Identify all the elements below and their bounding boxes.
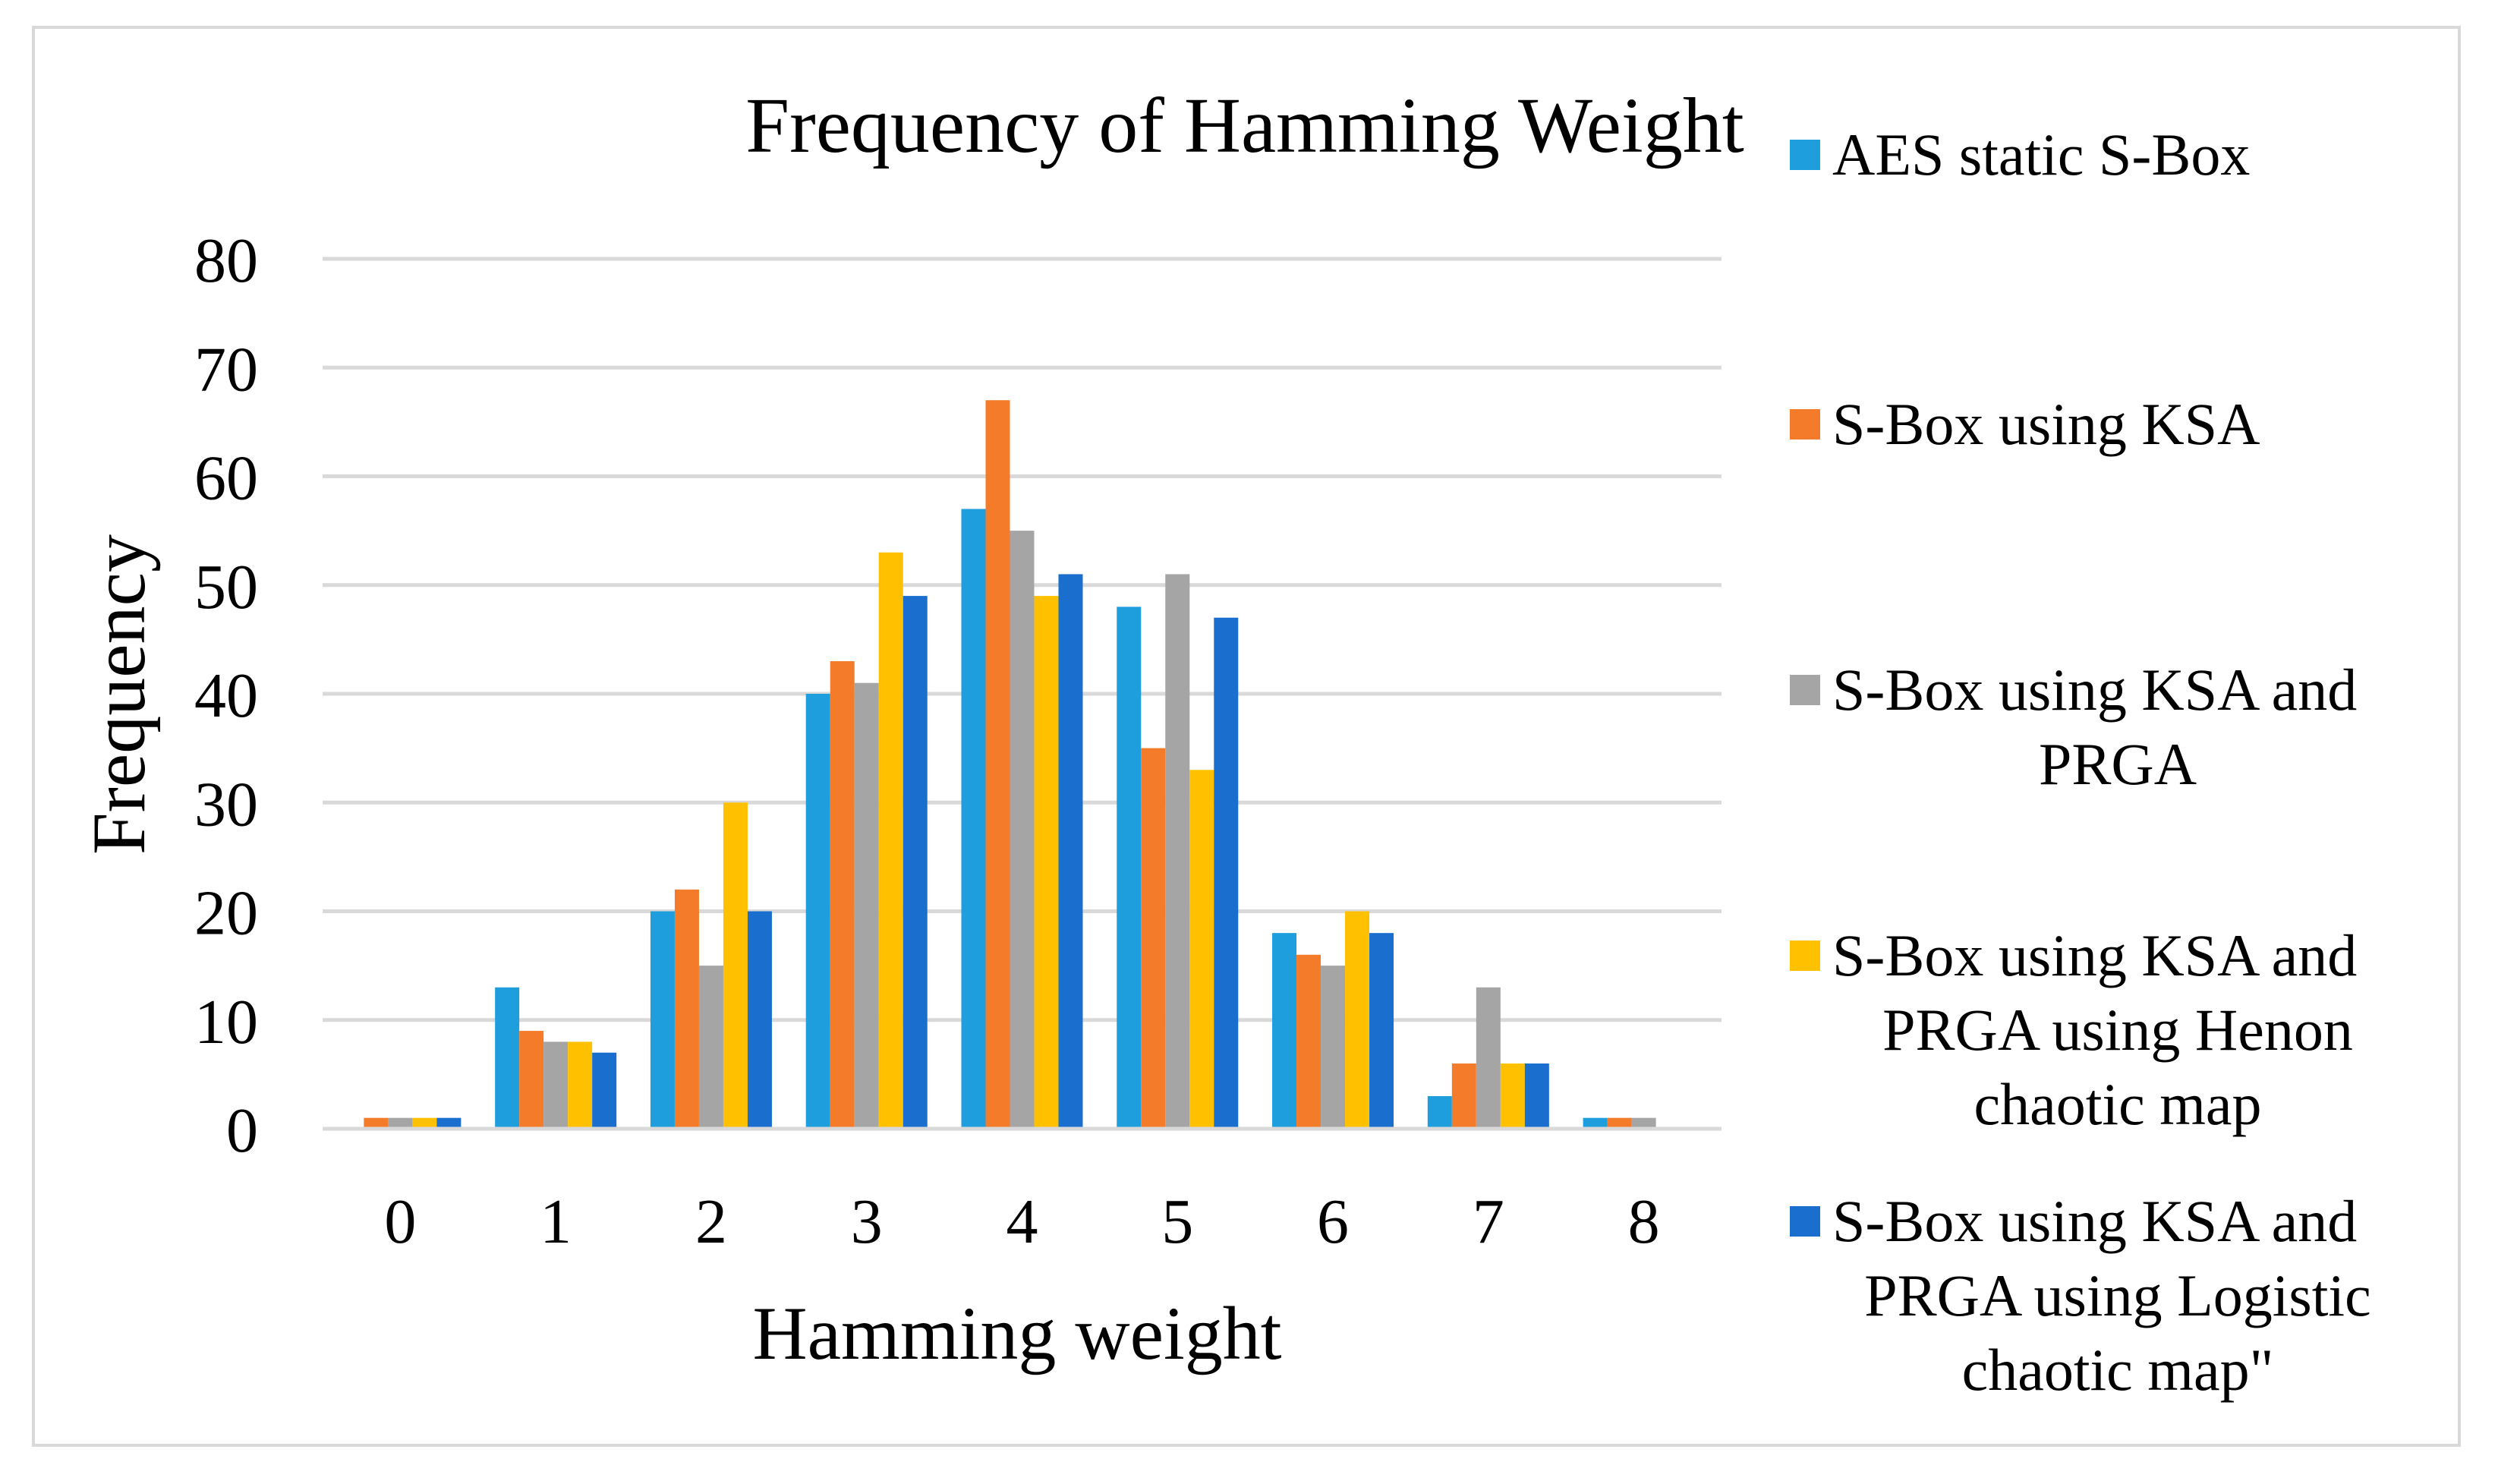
bar-series-0-cat-7 <box>1427 1096 1452 1129</box>
bar-series-1-cat-1 <box>519 1031 544 1129</box>
bar-series-2-cat-0 <box>388 1117 413 1129</box>
legend-marker-0 <box>1790 140 1820 170</box>
bar-series-1-cat-4 <box>985 400 1010 1129</box>
x-tick-label: 6 <box>1317 1186 1349 1257</box>
bar-series-4-cat-1 <box>592 1052 617 1129</box>
legend-label-4: PRGA using Logistic <box>1864 1262 2370 1328</box>
bar-series-2-cat-4 <box>1010 531 1035 1129</box>
legend-marker-2 <box>1790 675 1820 705</box>
bar-series-4-cat-4 <box>1058 574 1083 1129</box>
y-tick-label: 80 <box>194 225 258 296</box>
y-tick-label: 20 <box>194 878 258 949</box>
legend-label-0: AES static S-Box <box>1832 121 2250 187</box>
x-tick-label: 2 <box>695 1186 727 1257</box>
bar-series-1-cat-7 <box>1451 1063 1476 1129</box>
bar-series-2-cat-2 <box>698 966 723 1129</box>
x-tick-labels: 0 1 2 3 4 5 6 7 8 <box>384 1186 1659 1257</box>
y-tick-label: 10 <box>194 987 258 1057</box>
bar-series-2-cat-3 <box>854 682 879 1129</box>
x-tick-label: 3 <box>851 1186 883 1257</box>
bar-series-1-cat-6 <box>1296 954 1321 1129</box>
bar-series-4-cat-3 <box>902 596 928 1129</box>
bar-series-1-cat-8 <box>1607 1117 1632 1129</box>
legend-label-4: S-Box using KSA and <box>1832 1188 2357 1254</box>
bar-series-3-cat-4 <box>1034 596 1059 1129</box>
bar-series-2-cat-6 <box>1321 966 1346 1129</box>
legend-marker-4 <box>1790 1206 1820 1237</box>
x-axis-label: Hamming weight <box>752 1291 1281 1375</box>
bar-series-2-cat-8 <box>1631 1117 1656 1129</box>
chart-frame <box>32 26 2461 1447</box>
bar-series-4-cat-7 <box>1524 1063 1549 1129</box>
x-tick-label: 1 <box>540 1186 572 1257</box>
bar-series-2-cat-1 <box>543 1041 569 1129</box>
bar-series-0-cat-5 <box>1117 607 1142 1129</box>
bars <box>323 400 1722 1131</box>
bar-series-4-cat-0 <box>436 1117 461 1129</box>
bar-series-0-cat-3 <box>805 694 830 1129</box>
bar-series-4-cat-5 <box>1214 617 1239 1129</box>
bar-series-3-cat-2 <box>723 802 748 1129</box>
y-tick-label: 0 <box>226 1095 258 1166</box>
bar-series-2-cat-7 <box>1476 987 1501 1129</box>
bar-series-1-cat-0 <box>364 1117 389 1129</box>
x-tick-label: 5 <box>1161 1186 1193 1257</box>
x-tick-label: 8 <box>1628 1186 1660 1257</box>
bar-series-3-cat-6 <box>1345 911 1370 1129</box>
bar-series-0-cat-4 <box>961 509 986 1129</box>
y-tick-label: 50 <box>194 552 258 622</box>
y-tick-label: 40 <box>194 660 258 731</box>
x-tick-label: 0 <box>384 1186 416 1257</box>
y-tick-label: 30 <box>194 769 258 840</box>
bar-series-0-cat-6 <box>1272 933 1297 1129</box>
legend-marker-3 <box>1790 940 1820 971</box>
y-tick-label: 70 <box>194 334 258 405</box>
bar-series-3-cat-5 <box>1189 770 1214 1129</box>
legend-label-3: chaotic map <box>1974 1071 2262 1137</box>
legend-label-3: S-Box using KSA and <box>1832 922 2357 988</box>
legend: AES static S-Box S-Box using KSA S-Box usi… <box>1790 121 2371 1403</box>
x-tick-label: 4 <box>1006 1186 1038 1257</box>
bar-series-3-cat-1 <box>568 1041 593 1129</box>
y-tick-label: 60 <box>194 443 258 514</box>
legend-label-2: PRGA <box>2039 731 2197 797</box>
x-tick-label: 7 <box>1473 1186 1504 1257</box>
y-axis-label: Frequency <box>77 534 161 855</box>
bar-series-0-cat-8 <box>1583 1117 1608 1129</box>
bar-series-0-cat-2 <box>650 911 675 1129</box>
chart-title: Frequency of Hamming Weight <box>745 82 1744 169</box>
legend-label-2: S-Box using KSA and <box>1832 657 2357 723</box>
bar-series-4-cat-6 <box>1369 933 1394 1129</box>
bar-series-2-cat-5 <box>1165 574 1190 1129</box>
bar-series-0-cat-1 <box>495 987 520 1129</box>
bar-series-1-cat-3 <box>830 661 855 1129</box>
legend-label-4: chaotic map" <box>1962 1337 2274 1403</box>
legend-marker-1 <box>1790 409 1820 440</box>
bar-series-3-cat-0 <box>412 1117 437 1129</box>
bar-series-3-cat-7 <box>1500 1063 1525 1129</box>
bar-series-1-cat-5 <box>1141 748 1166 1129</box>
legend-label-1: S-Box using KSA <box>1832 391 2260 457</box>
bar-series-1-cat-2 <box>674 889 699 1129</box>
legend-label-3: PRGA using Henon <box>1882 997 2353 1063</box>
bar-series-4-cat-2 <box>747 911 772 1129</box>
bar-series-3-cat-3 <box>878 552 903 1129</box>
y-tick-labels: 0 10 20 30 40 50 60 70 80 <box>194 225 258 1166</box>
